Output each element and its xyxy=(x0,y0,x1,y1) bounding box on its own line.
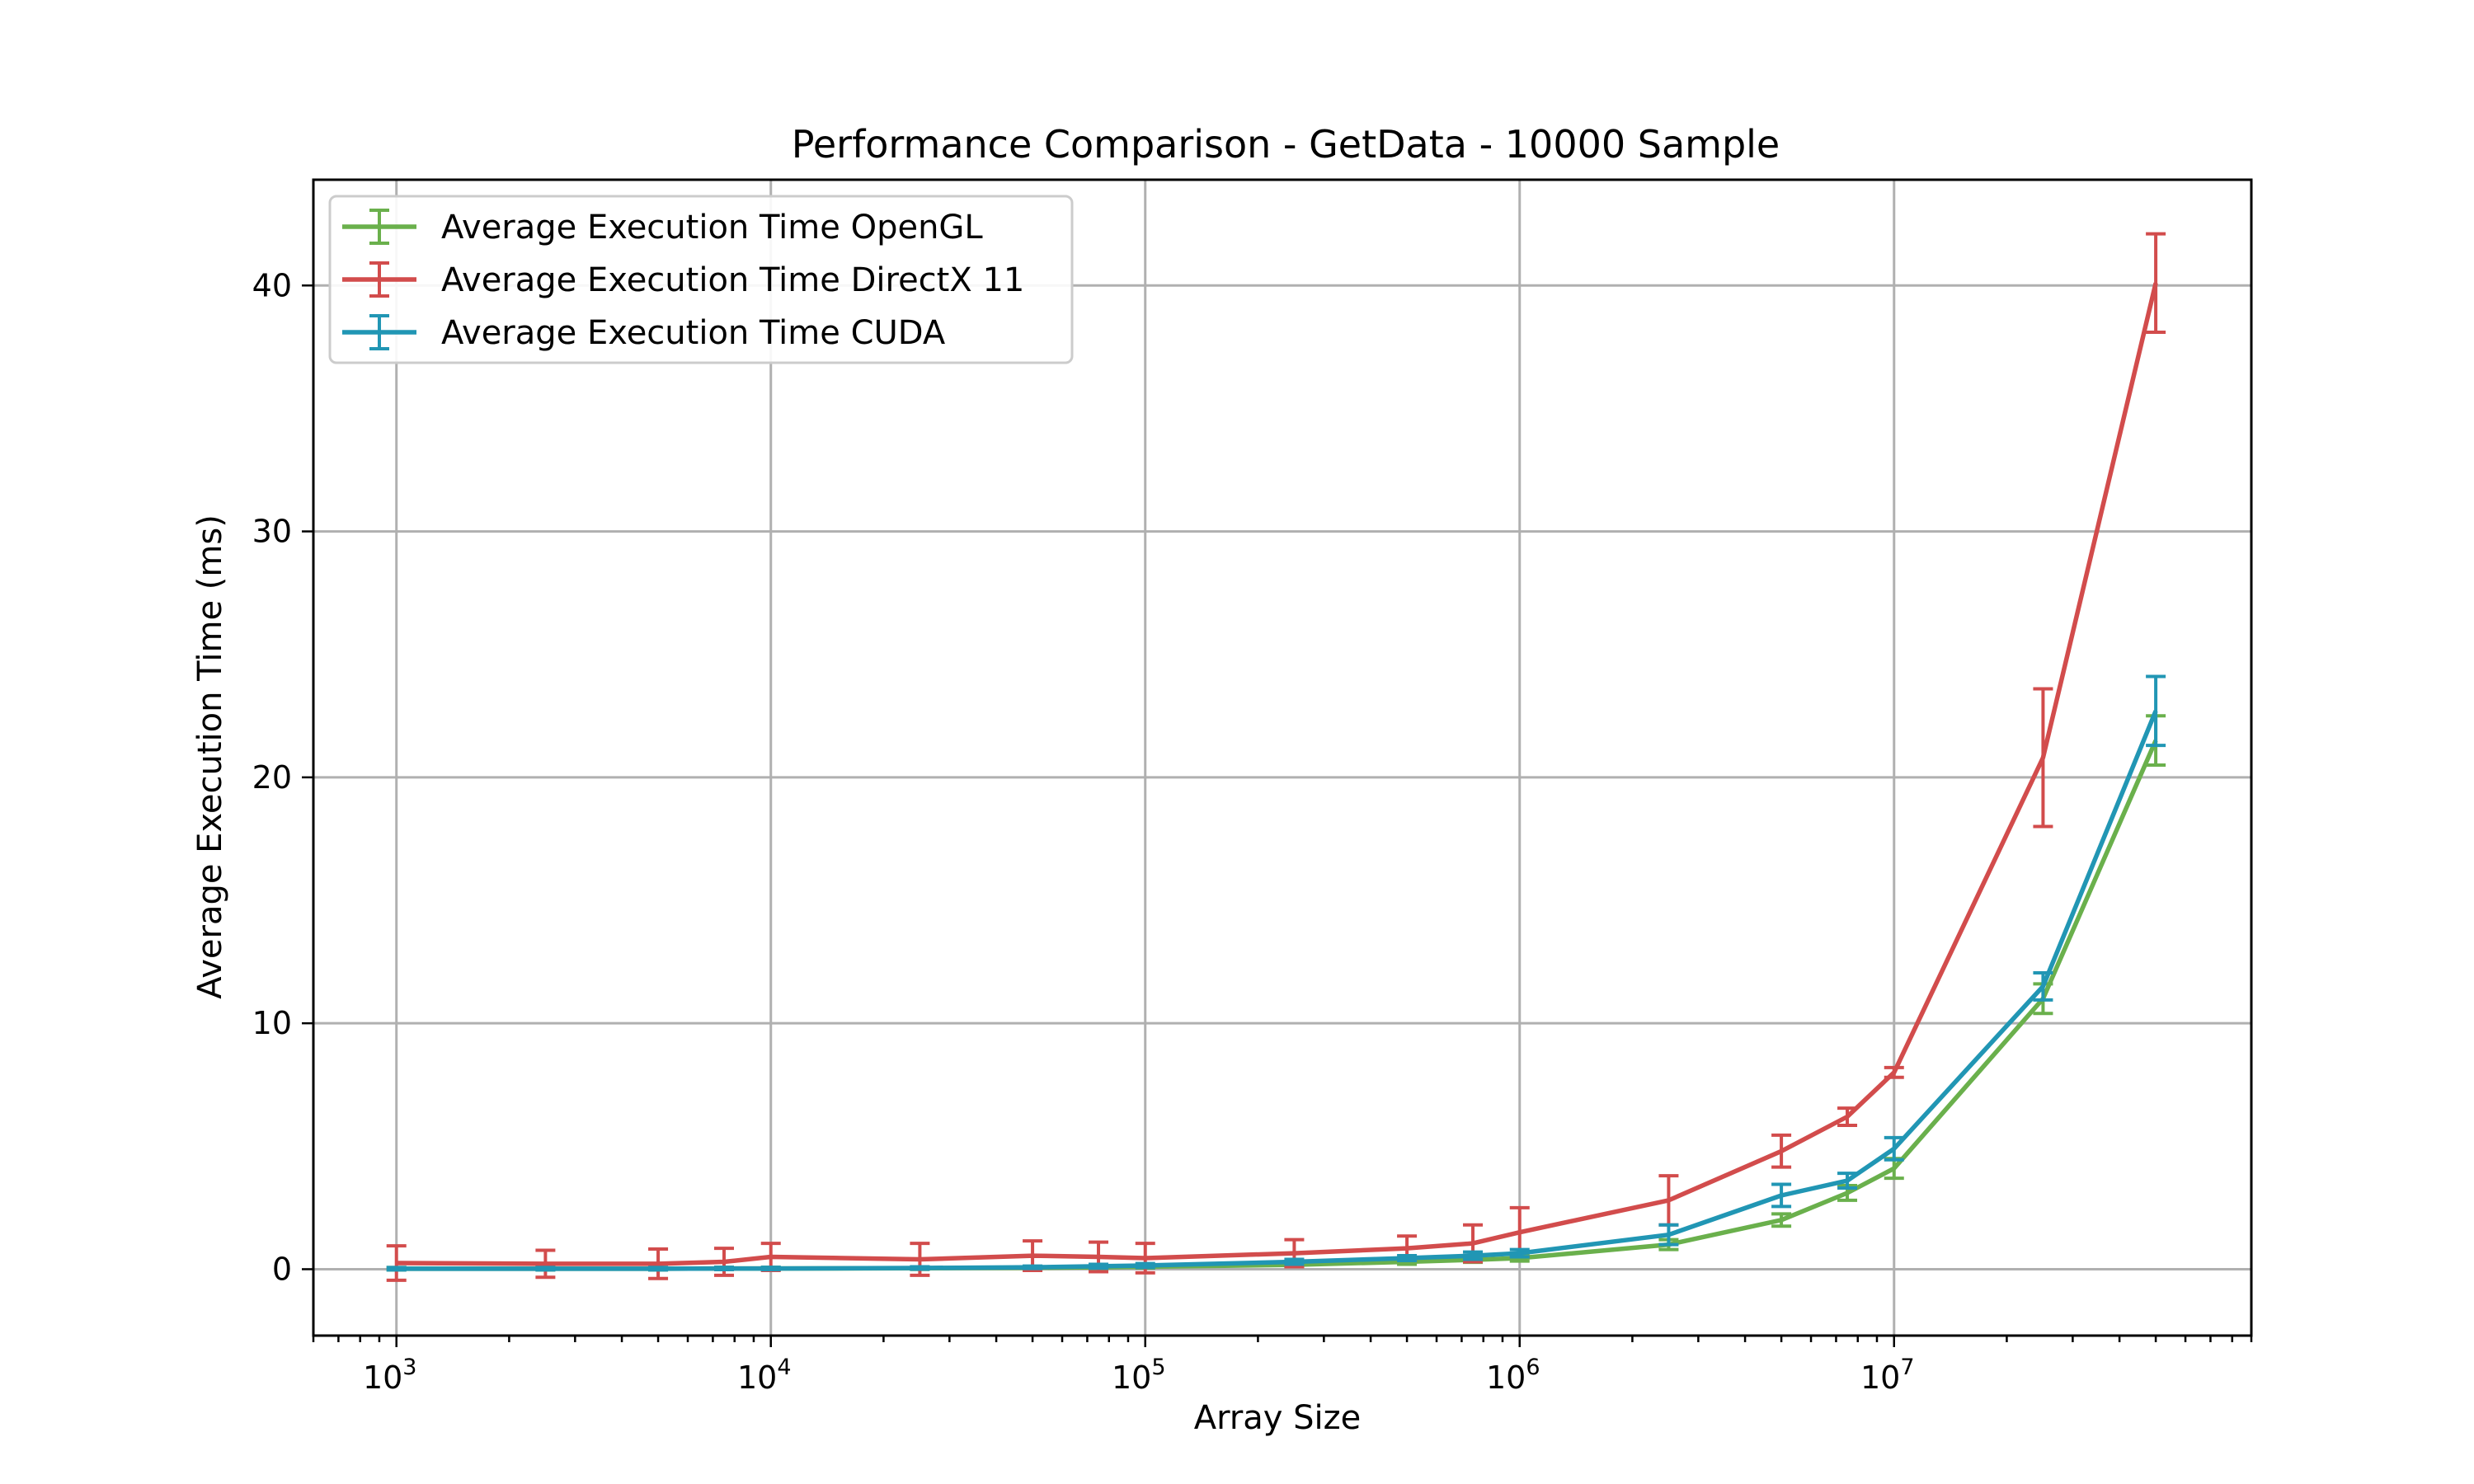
error-bar xyxy=(1884,1135,1904,1162)
legend-item: Average Execution Time DirectX 11 xyxy=(342,261,1024,299)
error-bar xyxy=(1658,1223,1679,1247)
x-tick-label: 106 xyxy=(1486,1355,1540,1396)
series-2 xyxy=(386,232,2166,1282)
error-bar xyxy=(535,1266,556,1272)
axis-ticks: 103 104 105 106 107 0 10 20 30 40 xyxy=(252,267,2253,1396)
legend-label: Average Execution Time OpenGL xyxy=(441,209,983,247)
legend: Average Execution Time OpenGL Average Exe… xyxy=(328,195,1074,364)
error-bar xyxy=(1837,1106,1858,1127)
y-tick-label: 30 xyxy=(252,514,292,550)
legend-item: Average Execution Time CUDA xyxy=(342,314,946,352)
legend-label: Average Execution Time CUDA xyxy=(441,314,946,352)
error-bar xyxy=(648,1247,669,1280)
legend-label: Average Execution Time DirectX 11 xyxy=(441,261,1024,299)
x-tick-label: 104 xyxy=(737,1355,792,1396)
error-bar xyxy=(2146,232,2166,334)
error-bar xyxy=(1463,1250,1484,1261)
error-bar xyxy=(1023,1264,1043,1270)
series-3 xyxy=(386,674,2166,1272)
y-tick-label: 0 xyxy=(272,1251,292,1287)
error-bar xyxy=(1509,1247,1530,1259)
y-tick-label: 10 xyxy=(252,1005,292,1041)
error-bar xyxy=(1397,1254,1418,1263)
error-bar xyxy=(1884,1065,1904,1079)
error-bar xyxy=(1837,1172,1858,1190)
grid xyxy=(313,180,2251,1336)
error-bar xyxy=(535,1248,556,1280)
plot-frame xyxy=(312,178,2253,1337)
error-bar xyxy=(1135,1261,1155,1270)
legend-box xyxy=(328,195,1074,364)
y-tick-label: 40 xyxy=(252,267,292,303)
legend-item: Average Execution Time OpenGL xyxy=(342,209,983,247)
x-tick-label: 103 xyxy=(363,1355,417,1396)
error-bar xyxy=(2146,674,2166,748)
chart-title: Performance Comparison - GetData - 10000… xyxy=(792,122,1780,167)
x-tick-label: 107 xyxy=(1860,1355,1915,1396)
error-bar xyxy=(1284,1257,1305,1266)
error-bar xyxy=(386,1244,407,1282)
error-bar xyxy=(760,1266,781,1272)
error-bar xyxy=(1089,1262,1109,1270)
y-tick-label: 20 xyxy=(252,759,292,796)
x-tick-label: 105 xyxy=(1112,1355,1166,1396)
error-bar xyxy=(714,1266,735,1272)
error-bar xyxy=(2033,971,2053,1002)
error-bar xyxy=(1771,1182,1792,1209)
error-bar xyxy=(386,1266,407,1272)
error-bar xyxy=(648,1266,669,1272)
error-bar xyxy=(2033,687,2053,829)
error-bar xyxy=(1771,1133,1792,1169)
error-bar xyxy=(1771,1212,1792,1228)
series-layer xyxy=(386,232,2166,1282)
x-axis-label: Array Size xyxy=(1194,1399,1362,1437)
error-bar xyxy=(910,1265,930,1271)
y-axis-label: Average Execution Time (ms) xyxy=(191,514,229,999)
